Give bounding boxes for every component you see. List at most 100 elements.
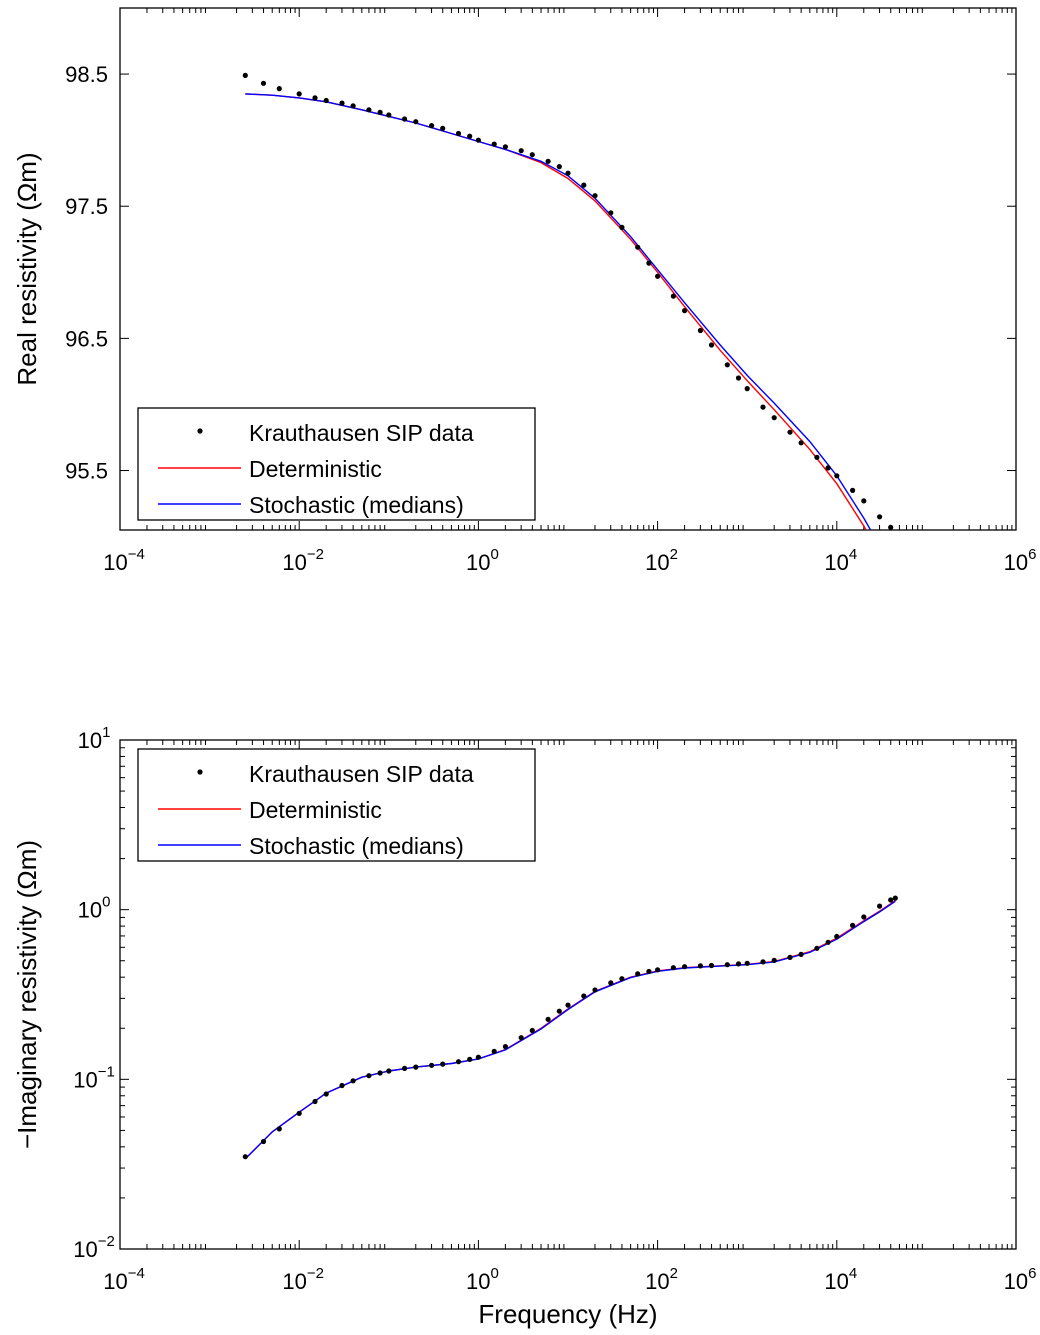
x-tick-label-exponent: 2 [670,1265,678,1282]
x-tick-label: 106 [1004,546,1037,575]
data-point [787,954,793,961]
data-point [377,109,383,115]
x-tick-label: 100 [466,1265,499,1294]
data-point [592,193,598,199]
x-tick-label-exponent: −2 [307,1265,324,1282]
data-point [440,125,446,131]
x-tick-label-exponent: 4 [849,546,857,563]
data-point [735,961,742,967]
legend-entry-label: Stochastic (medians) [249,492,464,518]
legend-entry-label: Stochastic (medians) [249,833,464,859]
data-point [888,524,894,530]
data-point [339,1082,345,1089]
legend-entry-label: Krauthausen SIP data [249,761,474,787]
data-point [619,224,625,230]
data-point [260,1138,267,1145]
x-tick-label-exponent: 0 [490,1265,498,1282]
data-point [581,182,587,188]
x-tick-label-base: 10 [824,550,848,575]
x-tick-label-base: 10 [466,550,490,575]
data-point [825,465,831,471]
data-point [429,1062,435,1068]
legend-entry-label: Deterministic [249,456,382,482]
data-point [635,244,641,250]
y-axis-label: Real resistivity (Ωm) [12,152,42,385]
x-tick-label-exponent: 6 [1028,546,1036,563]
x-tick-label-base: 10 [282,1269,306,1294]
legend: Krauthausen SIP data Deterministic Stochas… [137,748,536,862]
data-point [708,342,715,348]
data-point [735,375,742,381]
data-point [670,293,677,299]
data-point [377,1070,383,1076]
data-point [339,100,345,106]
x-tick-label-exponent: 2 [670,546,678,563]
series-line-stochastic-medians [244,900,896,1160]
x-tick-label-base: 10 [645,1269,669,1294]
data-point [366,107,372,113]
y-tick-label-base: 10 [78,898,102,923]
x-tick-label-exponent: −4 [128,1265,145,1282]
plot-area-frame [119,739,1017,1250]
data-point [825,939,831,945]
data-point [276,1126,282,1132]
data-point [655,273,661,279]
y-tick-label-exponent: −2 [98,1233,115,1250]
y-tick-label: 95.5 [65,459,108,484]
plot-series [242,72,894,530]
imaginary-resistivity-chart: 10−4 10−2 100 102 104 10610−210−1100101−Imagi… [12,724,1036,1329]
legend-marker-points [197,769,203,775]
y-tick-label: 100 [78,894,111,923]
data-point [475,1054,481,1060]
data-point [619,976,625,982]
data-point [556,1008,562,1014]
data-point [467,1056,473,1062]
data-point [242,72,248,78]
legend: Krauthausen SIP data Deterministic Stochas… [137,407,536,521]
data-point [491,1048,497,1054]
data-point [366,1073,372,1079]
data-point [708,962,715,969]
x-tick-label-base: 10 [103,1269,127,1294]
data-point [402,116,408,122]
x-tick-label-base: 10 [1004,1269,1028,1294]
data-point [724,362,730,368]
data-point [260,80,267,86]
x-tick-label: 10−4 [103,1265,145,1294]
data-point [491,141,497,147]
legend-entry-label: Krauthausen SIP data [249,420,474,446]
legend-marker-points [197,428,203,434]
y-tick-label: 97.5 [65,194,108,219]
data-point [455,130,462,137]
data-point [502,1044,508,1050]
data-point [697,963,704,969]
data-point [877,514,883,520]
data-point [413,1064,419,1070]
y-tick-label-exponent: 0 [102,894,110,911]
data-point [312,1098,318,1105]
data-point [581,993,587,999]
y-tick-label: 10−1 [73,1063,115,1092]
data-point [888,897,894,903]
x-tick-label-exponent: 4 [849,1265,857,1282]
data-point [834,473,840,479]
x-tick-label-base: 10 [1004,550,1028,575]
data-point [312,95,318,101]
data-point [296,91,302,97]
x-tick-label: 102 [645,1265,678,1294]
data-point [529,1027,535,1034]
y-tick-label: 10−2 [73,1233,115,1262]
data-point [455,1059,462,1065]
data-point [323,1091,329,1097]
data-point [429,123,435,129]
data-point [545,1016,551,1022]
data-point [834,933,840,940]
data-point [502,144,508,150]
data-point [798,951,804,958]
data-point [814,945,820,951]
data-point [545,158,551,164]
data-point [861,498,867,504]
data-point [608,210,614,216]
x-tick-label-base: 10 [466,1269,490,1294]
